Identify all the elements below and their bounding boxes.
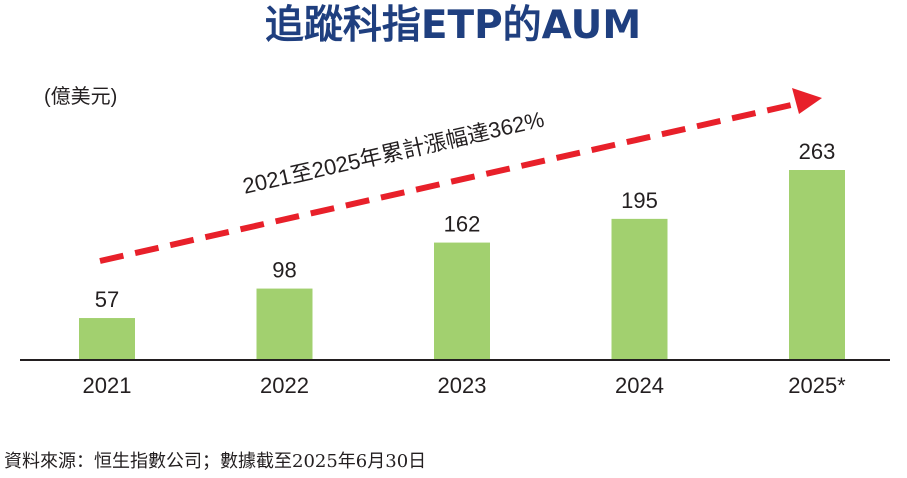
x-tick-label: 2024	[615, 373, 664, 398]
x-tick-label: 2021	[83, 373, 132, 398]
bar-value-label: 57	[95, 287, 119, 312]
bar-2022	[256, 288, 313, 359]
growth-arrow	[99, 88, 822, 264]
bar-value-label: 162	[444, 212, 481, 237]
bar-2023	[434, 242, 490, 359]
bar-2021	[79, 318, 135, 359]
bar-value-label: 263	[799, 139, 836, 164]
x-tick-label: 2023	[438, 373, 487, 398]
bar-2025	[789, 170, 845, 359]
unit-label: (億美元)	[44, 85, 117, 108]
chart-title: 追蹤科指ETP的AUM	[265, 3, 641, 48]
source-note: 資料來源：恒生指數公司；數據截至2025年6月30日	[4, 451, 426, 472]
bars-layer: 57 2021 98 2022 162 2023 195 2024 263 2025*	[79, 139, 846, 398]
bar-2024	[611, 218, 668, 359]
growth-arrowhead	[792, 88, 822, 114]
x-tick-label: 2025*	[788, 373, 846, 398]
bar-value-label: 98	[272, 258, 296, 283]
growth-annotation: 2021至2025年累計漲幅達362%	[240, 107, 546, 199]
bar-value-label: 195	[621, 188, 658, 213]
x-tick-label: 2022	[260, 373, 309, 398]
growth-arrow-line	[99, 100, 801, 264]
